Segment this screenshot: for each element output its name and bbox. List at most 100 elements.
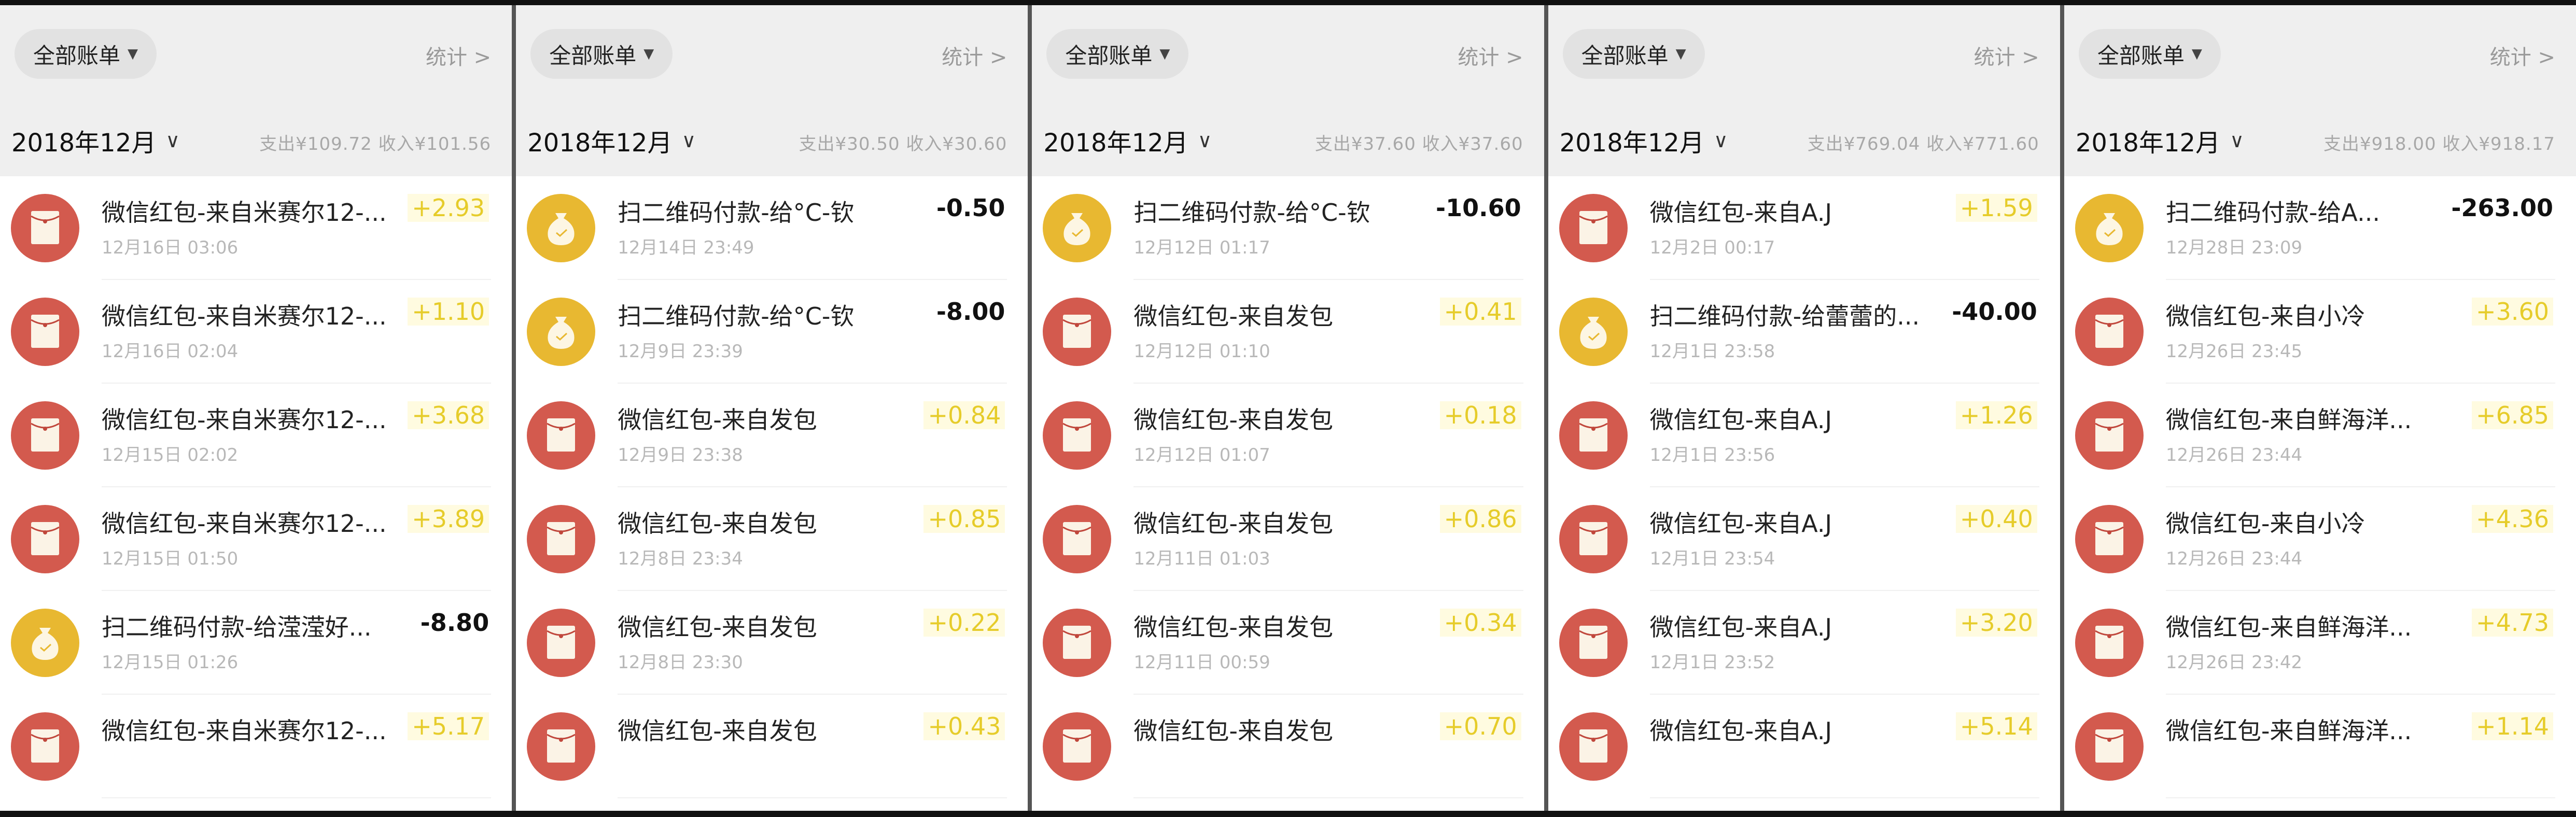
bill-header: 全部账单 ▼ 统计 > 2018年12月 ∨ 支出¥918.00 收入¥918.… [2064, 5, 2576, 176]
transaction-row[interactable]: 微信红包-来自A.J 12月1日 23:56 +1.26 [1548, 384, 2060, 487]
transaction-title: 微信红包-来自A.J [1649, 510, 1832, 538]
transaction-date: 12月16日 02:04 [102, 341, 239, 362]
transaction-date: 12月12日 01:07 [1133, 445, 1270, 466]
transaction-amount: +0.43 [923, 712, 1005, 740]
transaction-amount: +0.85 [923, 505, 1005, 533]
transaction-amount: +5.17 [408, 712, 489, 740]
all-bills-filter-button[interactable]: 全部账单 ▼ [15, 29, 157, 79]
red-packet-icon [1042, 297, 1112, 367]
transaction-date: 12月9日 23:39 [618, 341, 743, 362]
all-bills-filter-button[interactable]: 全部账单 ▼ [530, 29, 673, 79]
transaction-row[interactable]: 微信红包-来自A.J 12月2日 00:17 +1.59 [1548, 176, 2060, 280]
transaction-row[interactable]: 扫二维码付款-给蕾蕾的... 12月1日 23:58 -40.00 [1548, 280, 2060, 384]
caret-down-icon: ▼ [643, 46, 654, 62]
transaction-list: 扫二维码付款-给°C-钦 12月12日 01:17 -10.60 微信红包-来自… [1032, 176, 1544, 798]
statistics-link[interactable]: 统计 > [2489, 46, 2556, 69]
transaction-amount: +0.86 [1439, 505, 1521, 533]
all-bills-filter-button[interactable]: 全部账单 ▼ [1046, 29, 1189, 79]
month-selector[interactable]: 2018年12月 ∨ [1560, 122, 1728, 159]
statistics-link[interactable]: 统计 > [942, 46, 1007, 69]
transaction-amount: +5.14 [1955, 712, 2037, 740]
caret-down-icon: ▼ [2191, 46, 2202, 62]
transaction-row[interactable]: 微信红包-来自发包 12月12日 01:10 +0.41 [1032, 280, 1544, 384]
transaction-date: 12月14日 23:49 [618, 237, 754, 258]
transaction-row[interactable]: 微信红包-来自鲜海洋... 12月26日 23:42 +4.73 [2064, 591, 2576, 695]
month-selector[interactable]: 2018年12月 ∨ [1043, 122, 1212, 159]
red-packet-icon [10, 193, 80, 263]
transaction-row[interactable]: 扫二维码付款-给滢滢好... 12月15日 01:26 -8.80 [0, 591, 512, 695]
all-bills-filter-button[interactable]: 全部账单 ▼ [2078, 29, 2221, 79]
transaction-row[interactable]: 微信红包-来自A.J +5.14 [1548, 695, 2060, 798]
transaction-amount: +4.36 [2472, 505, 2554, 533]
month-label: 2018年12月 [527, 129, 673, 158]
transaction-row[interactable]: 微信红包-来自米赛尔12-... 12月16日 03:06 +2.93 [0, 176, 512, 280]
transaction-amount: +1.14 [2472, 712, 2554, 740]
transaction-title: 微信红包-来自发包 [618, 510, 817, 538]
transaction-amount: +0.34 [1439, 609, 1521, 637]
statistics-link[interactable]: 统计 > [1458, 46, 1523, 69]
transaction-row[interactable]: 扫二维码付款-给°C-钦 12月12日 01:17 -10.60 [1032, 176, 1544, 280]
month-selector[interactable]: 2018年12月 ∨ [527, 122, 696, 159]
transaction-row[interactable]: 微信红包-来自发包 12月11日 00:59 +0.34 [1032, 591, 1544, 695]
transaction-row[interactable]: 微信红包-来自发包 12月11日 01:03 +0.86 [1032, 487, 1544, 591]
transaction-row[interactable]: 微信红包-来自米赛尔12-... 12月15日 01:50 +3.89 [0, 487, 512, 591]
red-packet-icon [1559, 401, 1628, 470]
red-packet-icon [2075, 608, 2144, 678]
bill-header: 全部账单 ▼ 统计 > 2018年12月 ∨ 支出¥769.04 收入¥771.… [1548, 5, 2060, 176]
transaction-title: 微信红包-来自发包 [618, 406, 817, 434]
transaction-list: 微信红包-来自米赛尔12-... 12月16日 03:06 +2.93 微信红包… [0, 176, 512, 798]
transaction-title: 微信红包-来自米赛尔12-... [102, 510, 387, 538]
transaction-amount: +4.73 [2472, 609, 2554, 637]
transaction-amount: +0.40 [1955, 505, 2037, 533]
transaction-date: 12月26日 23:45 [2165, 341, 2303, 362]
transaction-amount: +2.93 [408, 194, 489, 222]
bill-header: 全部账单 ▼ 统计 > 2018年12月 ∨ 支出¥37.60 收入¥37.60 [1032, 5, 1544, 176]
month-label: 2018年12月 [11, 129, 157, 158]
transaction-amount: -10.60 [1436, 194, 1521, 222]
transaction-row[interactable]: 微信红包-来自A.J 12月1日 23:54 +0.40 [1548, 487, 2060, 591]
transaction-row[interactable]: 微信红包-来自小冷 12月26日 23:44 +4.36 [2064, 487, 2576, 591]
transaction-row[interactable]: 微信红包-来自米赛尔12-... +5.17 [0, 695, 512, 798]
transaction-amount: -263.00 [2451, 194, 2554, 222]
transaction-title: 扫二维码付款-给°C-钦 [1133, 199, 1370, 227]
caret-down-icon: ▼ [1159, 46, 1170, 62]
transaction-row[interactable]: 微信红包-来自发包 12月9日 23:38 +0.84 [516, 384, 1028, 487]
transaction-amount: +1.59 [1955, 194, 2037, 222]
red-packet-icon [10, 401, 80, 470]
month-selector[interactable]: 2018年12月 ∨ [2076, 122, 2244, 159]
transaction-row[interactable]: 微信红包-来自发包 12月8日 23:34 +0.85 [516, 487, 1028, 591]
transaction-row[interactable]: 微信红包-来自发包 12月8日 23:30 +0.22 [516, 591, 1028, 695]
transaction-title: 扫二维码付款-给A... [2165, 199, 2380, 227]
transaction-row[interactable]: 微信红包-来自鲜海洋... +1.14 [2064, 695, 2576, 798]
transaction-title: 微信红包-来自鲜海洋... [2165, 406, 2412, 434]
transaction-title: 扫二维码付款-给滢滢好... [102, 613, 372, 641]
money-bag-icon [1042, 193, 1112, 263]
transaction-row[interactable]: 扫二维码付款-给°C-钦 12月14日 23:49 -0.50 [516, 176, 1028, 280]
red-packet-icon [1559, 608, 1628, 678]
all-bills-filter-button[interactable]: 全部账单 ▼ [1562, 29, 1705, 79]
bill-list-panel: 全部账单 ▼ 统计 > 2018年12月 ∨ 支出¥918.00 收入¥918.… [2064, 5, 2576, 811]
statistics-link[interactable]: 统计 > [425, 46, 492, 69]
transaction-row[interactable]: 微信红包-来自发包 +0.70 [1032, 695, 1544, 798]
transaction-row[interactable]: 微信红包-来自米赛尔12-... 12月15日 02:02 +3.68 [0, 384, 512, 487]
transaction-row[interactable]: 微信红包-来自A.J 12月1日 23:52 +3.20 [1548, 591, 2060, 695]
month-selector[interactable]: 2018年12月 ∨ [11, 122, 180, 159]
filter-label: 全部账单 [2097, 43, 2185, 68]
transaction-row[interactable]: 微信红包-来自发包 +0.43 [516, 695, 1028, 798]
month-summary: 支出¥769.04 收入¥771.60 [1807, 134, 2039, 154]
transaction-row[interactable]: 微信红包-来自发包 12月12日 01:07 +0.18 [1032, 384, 1544, 487]
transaction-row[interactable]: 扫二维码付款-给°C-钦 12月9日 23:39 -8.00 [516, 280, 1028, 384]
transaction-title: 微信红包-来自发包 [1133, 613, 1334, 641]
transaction-row[interactable]: 微信红包-来自鲜海洋... 12月26日 23:44 +6.85 [2064, 384, 2576, 487]
screenshot-collage: 全部账单 ▼ 统计 > 2018年12月 ∨ 支出¥109.72 收入¥101.… [0, 5, 2576, 811]
transaction-title: 微信红包-来自A.J [1649, 717, 1832, 745]
transaction-row[interactable]: 微信红包-来自小冷 12月26日 23:45 +3.60 [2064, 280, 2576, 384]
transaction-row[interactable]: 微信红包-来自米赛尔12-... 12月16日 02:04 +1.10 [0, 280, 512, 384]
transaction-date: 12月11日 01:03 [1133, 548, 1270, 569]
transaction-amount: +3.89 [408, 505, 489, 533]
transaction-row[interactable]: 扫二维码付款-给A... 12月28日 23:09 -263.00 [2064, 176, 2576, 280]
chevron-down-icon: ∨ [681, 129, 696, 152]
transaction-date: 12月8日 23:34 [618, 548, 743, 569]
transaction-date: 12月1日 23:58 [1649, 341, 1775, 362]
statistics-link[interactable]: 统计 > [1973, 46, 2039, 69]
